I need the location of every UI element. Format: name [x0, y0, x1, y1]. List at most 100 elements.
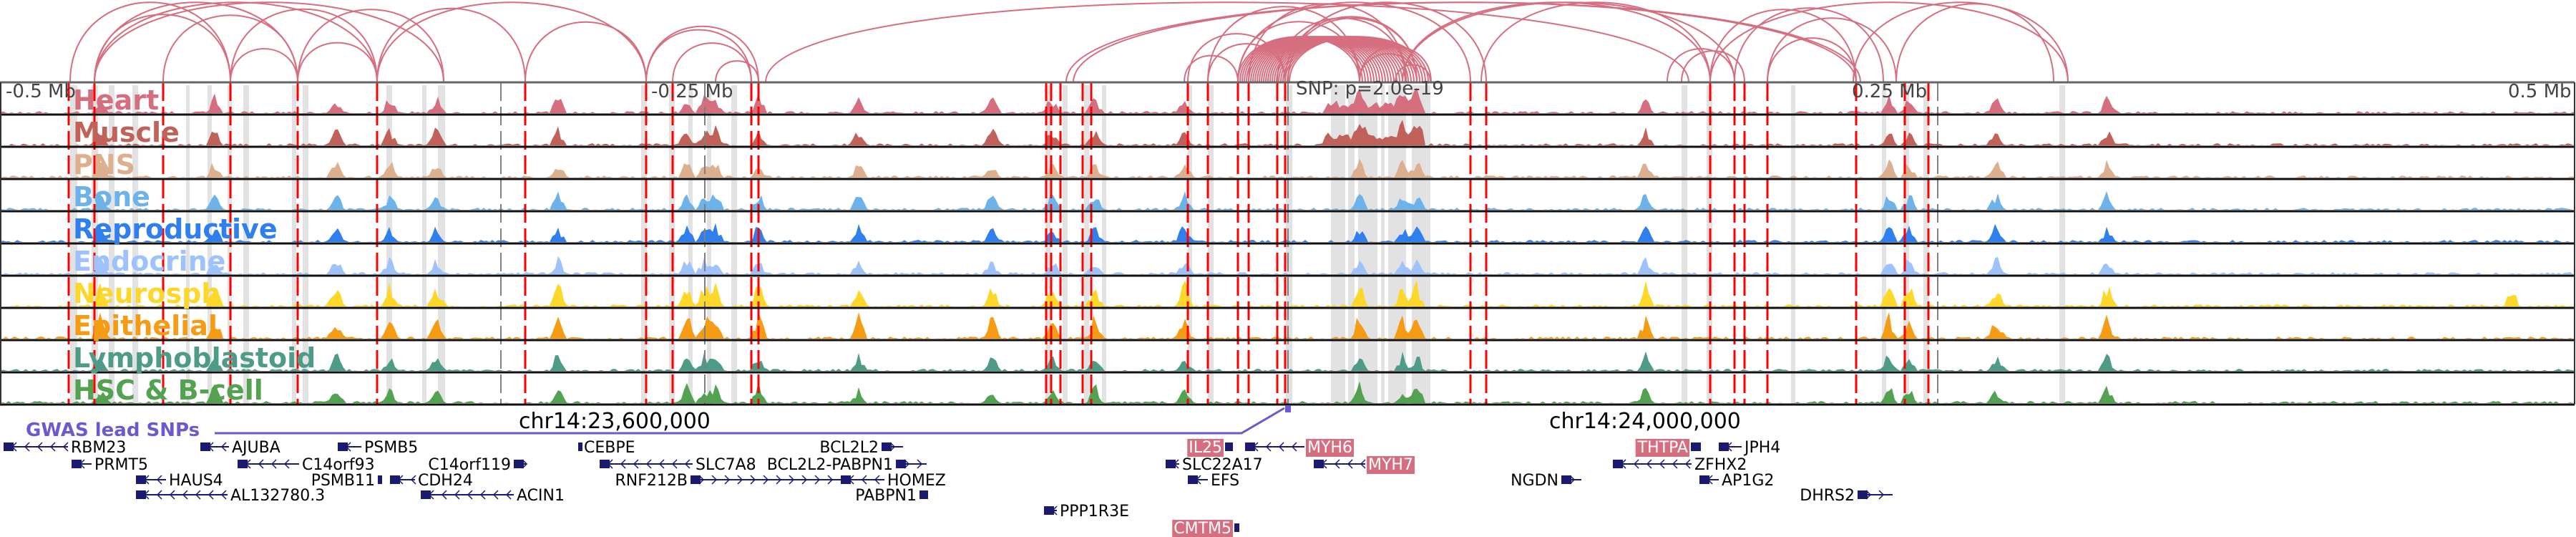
exon	[514, 460, 524, 468]
exon	[691, 475, 701, 484]
gene-zfhx2[interactable]: ZFHX2	[1613, 456, 1747, 474]
strand-arrow	[684, 459, 691, 469]
gene-bcl2l2[interactable]: BCL2L2	[819, 439, 903, 457]
strand-arrow	[62, 442, 69, 452]
gene-pabpn1[interactable]: PABPN1	[855, 487, 928, 505]
gene-rnf212b[interactable]: RNF212B	[615, 472, 841, 490]
highlight-band	[109, 85, 114, 405]
strand-arrow	[505, 490, 512, 500]
exon	[136, 490, 146, 499]
gene-prmt5[interactable]: PRMT5	[72, 456, 148, 474]
gwas-snp-marker[interactable]	[1285, 405, 1291, 412]
chromatin-loop-arcs	[69, 1, 2069, 83]
gene-ngdn[interactable]: NGDN	[1511, 472, 1581, 490]
strand-arrow	[1672, 459, 1678, 469]
loop-arc	[1073, 1, 1861, 83]
strand-arrow	[789, 475, 795, 485]
strand-arrow	[258, 459, 264, 469]
gene-cmtm5[interactable]: CMTM5	[1172, 520, 1239, 537]
strand-arrow	[917, 459, 923, 469]
exon	[238, 460, 248, 468]
strand-arrow	[1707, 475, 1713, 485]
strand-arrow	[11, 442, 17, 452]
strand-arrow	[397, 475, 404, 485]
loop-arc	[69, 1, 231, 83]
strand-arrow	[156, 475, 162, 485]
strand-arrow	[1051, 505, 1058, 516]
gene-highlight-bg	[1635, 439, 1689, 457]
loop-arc	[297, 42, 378, 83]
gene-dhrs2[interactable]: DHRS2	[1800, 487, 1893, 505]
gene-thtpa[interactable]: THTPA	[1635, 439, 1701, 457]
gwas-track: GWAS lead SNPs	[26, 405, 1291, 441]
highlight-band	[186, 85, 190, 405]
exon	[1719, 442, 1729, 451]
strand-arrow	[904, 459, 910, 469]
strand-arrow	[1347, 459, 1353, 469]
exon	[136, 475, 146, 484]
track-label: Lymphoblastoid	[73, 342, 316, 374]
strand-arrow	[645, 459, 652, 469]
gene-label: IL25	[1189, 439, 1222, 457]
exon	[1699, 475, 1709, 484]
coord-24000000: chr14:24,000,000	[1549, 409, 1741, 434]
gene-homez[interactable]: HOMEZ	[841, 472, 946, 490]
strand-arrow	[492, 490, 499, 500]
loop-arc	[1896, 3, 2054, 83]
strand-arrow	[49, 442, 56, 452]
exon	[841, 475, 851, 484]
gene-myh7[interactable]: MYH7	[1314, 456, 1415, 474]
gene-c14orf119[interactable]: C14orf119	[428, 456, 528, 474]
gene-cdh24[interactable]: CDH24	[390, 472, 473, 490]
strand-arrow	[428, 490, 434, 500]
highlight-band	[292, 85, 296, 405]
highlight-band	[1791, 85, 1795, 405]
track-label: Neurosph	[73, 278, 220, 309]
gene-bcl2l2-pabpn1[interactable]: BCL2L2-PABPN1	[767, 456, 927, 474]
exon	[1188, 475, 1198, 484]
gene-efs[interactable]: EFS	[1188, 472, 1239, 490]
loop-arc	[94, 1, 378, 83]
exon	[896, 460, 906, 468]
gene-label: RNF212B	[615, 472, 688, 490]
gene-haus4[interactable]: HAUS4	[136, 472, 223, 490]
gene-slc22a17[interactable]: SLC22A17	[1166, 456, 1263, 474]
strand-arrow	[1334, 459, 1340, 469]
gene-ap1g2[interactable]: AP1G2	[1699, 472, 1774, 490]
gene-label: AJUBA	[232, 439, 280, 457]
highlight-band	[1084, 85, 1089, 405]
strand-arrow	[763, 475, 769, 485]
gene-slc7a8[interactable]: SLC7A8	[600, 456, 756, 474]
gene-label: C14orf119	[428, 456, 511, 474]
strand-arrow	[245, 459, 251, 469]
gene-jph4[interactable]: JPH4	[1719, 439, 1780, 457]
strand-arrow	[143, 490, 150, 500]
strand-arrow	[776, 475, 782, 485]
track-label: Bone	[73, 181, 150, 213]
strand-arrow	[848, 475, 854, 485]
gene-c14orf93[interactable]: C14orf93	[238, 456, 375, 474]
gene-al132780.3[interactable]: AL132780.3	[136, 487, 325, 505]
track-label: HSC & B-cell	[73, 374, 263, 406]
gene-il25[interactable]: IL25	[1187, 439, 1233, 457]
tick-0.5mb: 0.5 Mb	[2508, 81, 2572, 102]
gene-ppp1r3e[interactable]: PPP1R3E	[1044, 503, 1129, 521]
gene-psmb11[interactable]: PSMB11	[311, 472, 382, 490]
exon	[1561, 475, 1571, 484]
strand-arrow	[814, 475, 821, 485]
strand-arrow	[454, 490, 460, 500]
strand-arrow	[607, 459, 613, 469]
gene-ajuba[interactable]: AJUBA	[200, 439, 280, 457]
strand-arrow	[283, 459, 290, 469]
strand-arrow	[143, 475, 150, 485]
exon	[72, 460, 82, 468]
loop-arc	[1709, 1, 2069, 83]
gene-highlight-bg	[1187, 439, 1224, 457]
track-label: PNS	[73, 149, 135, 180]
gene-myh6[interactable]: MYH6	[1245, 439, 1354, 457]
gene-psmb5[interactable]: PSMB5	[338, 439, 418, 457]
gene-rbm23[interactable]: RBM23	[4, 439, 126, 457]
gene-acin1[interactable]: ACIN1	[421, 487, 565, 505]
gene-cebpe[interactable]: CEBPE	[578, 439, 635, 457]
